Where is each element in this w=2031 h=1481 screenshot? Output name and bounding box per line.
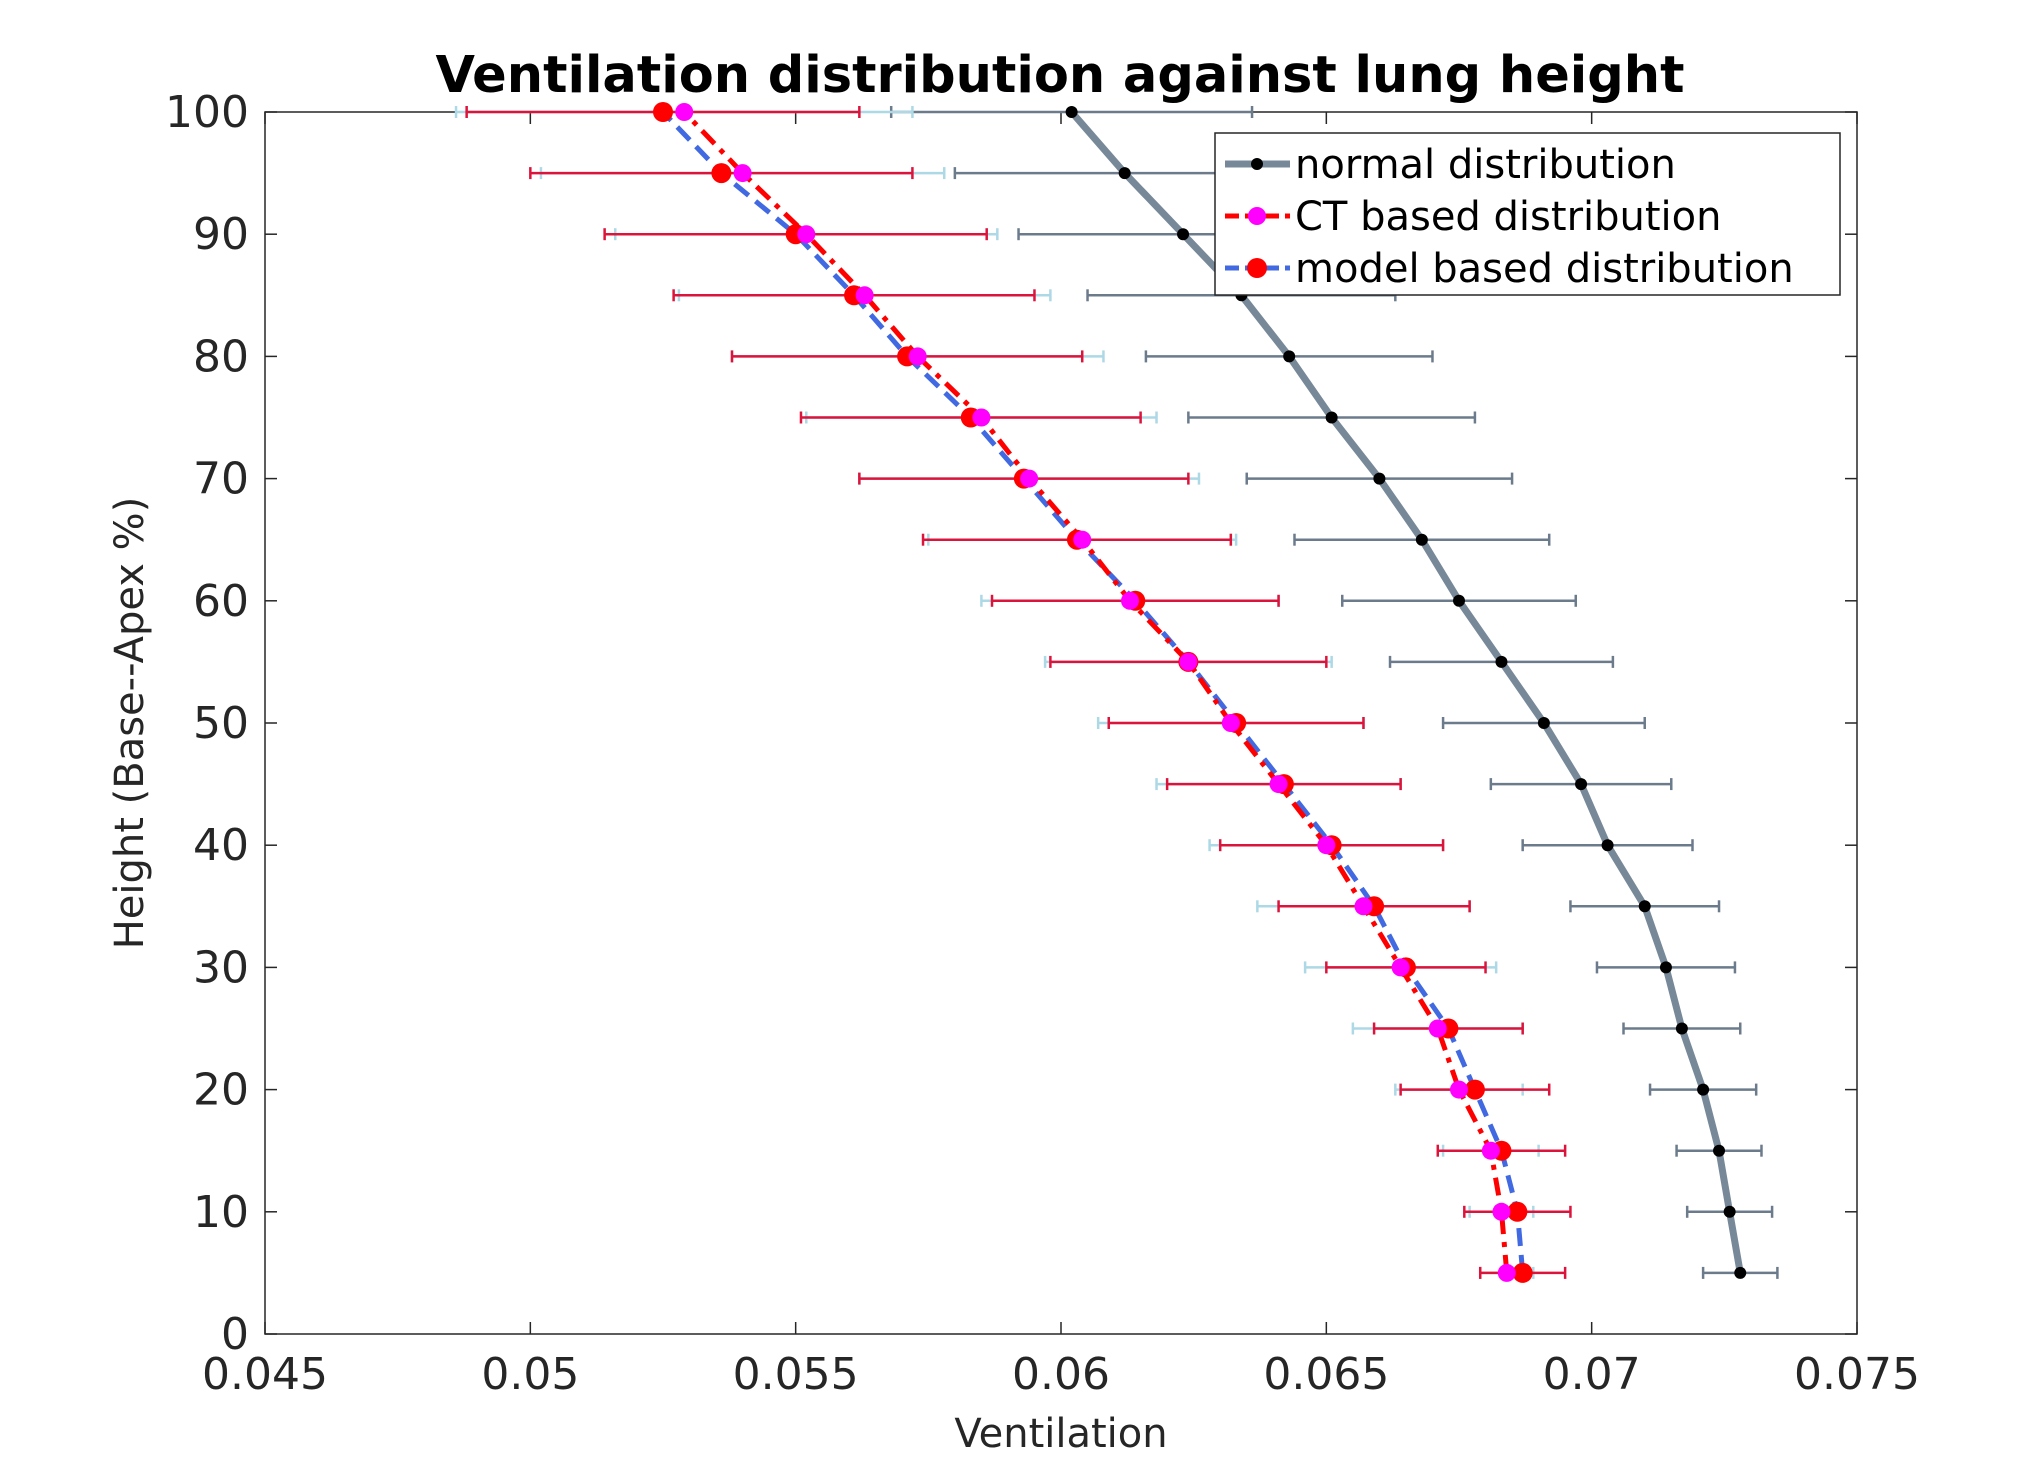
data-point [1373,472,1386,485]
data-point [972,408,991,427]
y-tick-label: 30 [193,942,249,993]
data-point [1575,778,1588,791]
data-point [1428,1019,1447,1038]
data-point [1464,1079,1485,1100]
data-point [1638,900,1651,913]
y-tick-label: 90 [193,209,249,260]
data-point [1269,775,1288,794]
data-point [1118,167,1131,180]
data-point [1283,350,1296,363]
series-lines [661,109,1744,1274]
y-axis-label: Height (Base--Apex %) [107,497,153,950]
data-point [1497,1263,1516,1282]
data-point [1492,1202,1511,1221]
legend-box [1214,132,1841,296]
data-point [1450,1080,1468,1099]
data-point [1065,106,1078,118]
data-point [1481,1141,1500,1160]
data-point [711,163,732,184]
data-point [1601,839,1614,852]
data-point [797,225,816,244]
x-axis-label: Ventilation [954,1411,1167,1457]
data-point [1020,469,1039,488]
data-point [1734,1266,1747,1279]
x-tick-label: 0.075 [1794,1349,1920,1400]
y-tick-label: 60 [193,576,249,627]
data-point [1723,1205,1736,1218]
y-tick-label: 40 [193,820,249,871]
legend-marker [1248,207,1266,225]
series-markers [653,102,1747,1283]
axis-ticks: 0.045 0.05 0.055 0.06 0.065 0.07 0.075 0 10 20 30 4… [165,87,1920,1400]
legend-label: model based distribution [1295,246,1794,292]
data-point [1177,228,1190,241]
series-line [1068,109,1744,1274]
y-tick-label: 10 [193,1187,249,1238]
data-point [1659,961,1672,974]
data-point [1495,655,1508,668]
y-tick-label: 20 [193,1065,249,1116]
data-point [1675,1022,1688,1035]
y-tick-label: 70 [193,454,249,505]
series-line [661,110,1526,1274]
data-point [1507,1201,1528,1222]
legend-label: normal distribution [1295,142,1676,188]
x-tick-label: 0.055 [733,1349,859,1400]
data-point [855,286,874,305]
legend-marker [1247,258,1267,278]
data-point [1512,1262,1533,1283]
x-tick-label: 0.065 [1263,1349,1389,1400]
data-point [908,347,927,366]
data-point [1073,530,1092,549]
series-line [682,110,1510,1274]
x-tick-label: 0.06 [1012,1349,1110,1400]
data-point [1354,897,1373,916]
x-tick-label: 0.05 [481,1349,579,1400]
data-point [1325,411,1338,424]
y-tick-label: 50 [193,698,249,749]
legend-label: CT based distribution [1295,194,1721,240]
data-point [675,103,694,121]
y-tick-label: 80 [193,331,249,382]
data-point [1221,714,1240,732]
data-point [1120,591,1139,610]
x-tick-label: 0.07 [1543,1349,1641,1400]
chart-title: Ventilation distribution against lung he… [436,46,1685,105]
data-point [1453,594,1465,607]
data-point [1697,1083,1710,1096]
data-point [733,164,752,183]
data-point [1415,533,1428,546]
legend: normal distribution CT based distribution… [1214,132,1841,296]
legend-marker [1251,158,1263,170]
data-point [1317,836,1336,855]
data-point [1713,1144,1726,1157]
data-point [1179,652,1198,671]
data-point [1537,717,1550,729]
y-tick-label: 0 [221,1309,249,1360]
data-point [1391,958,1410,977]
y-tick-label: 100 [165,87,249,138]
data-point [653,102,673,122]
x-tick-label: 0.045 [202,1349,328,1400]
